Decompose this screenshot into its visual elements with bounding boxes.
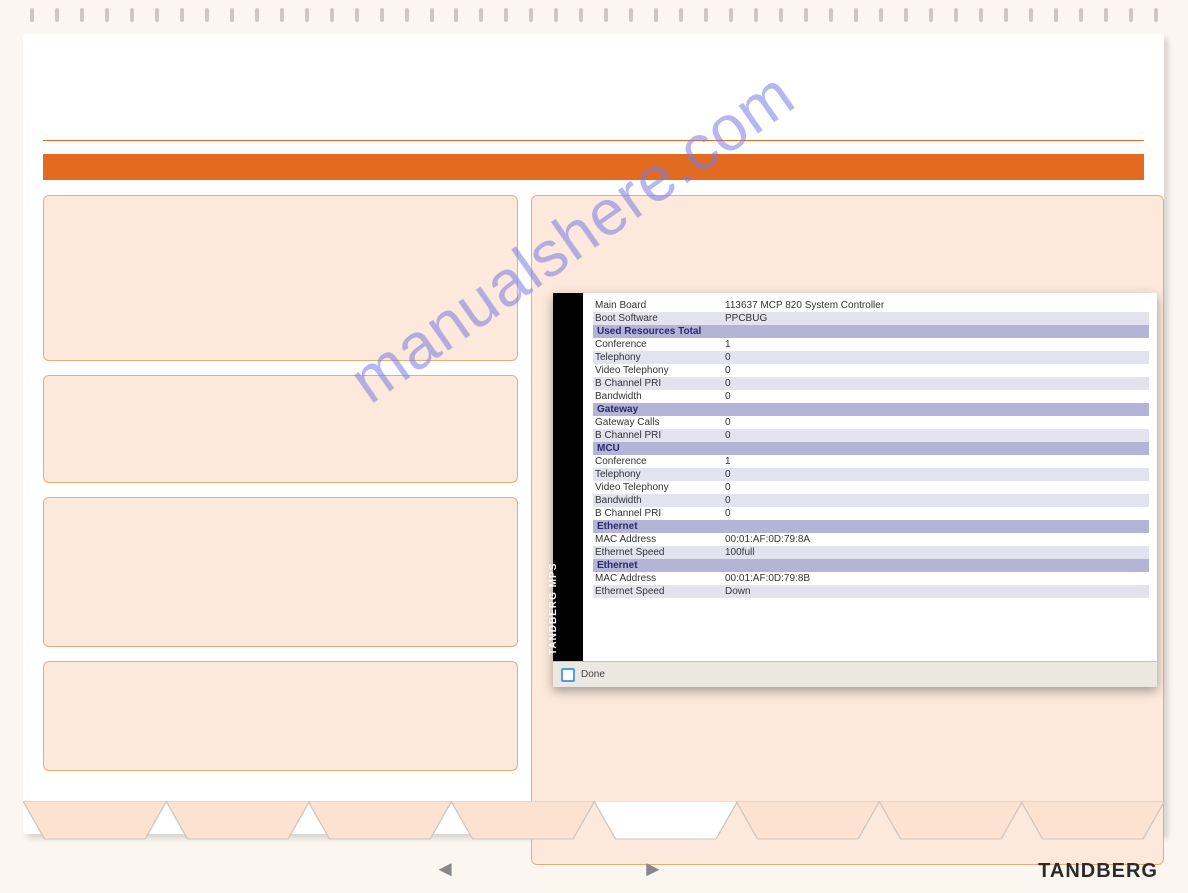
stat-value: 0 bbox=[723, 429, 1149, 442]
bottom-tab[interactable] bbox=[23, 801, 167, 841]
nav-arrows[interactable]: ◄ ► bbox=[0, 856, 1188, 882]
table-row: Ethernet bbox=[593, 559, 1149, 572]
table-row: Conference1 bbox=[593, 338, 1149, 351]
table-row: Gateway Calls0 bbox=[593, 416, 1149, 429]
stat-label: Conference bbox=[593, 455, 723, 468]
info-box-4 bbox=[43, 661, 518, 771]
stat-label: Main Board bbox=[593, 299, 723, 312]
bottom-tab[interactable] bbox=[879, 801, 1023, 841]
stat-label: Boot Software bbox=[593, 312, 723, 325]
stat-value: 100full bbox=[723, 546, 1149, 559]
status-done-text: Done bbox=[581, 669, 605, 680]
table-row: MAC Address00:01:AF:0D:79:8A bbox=[593, 533, 1149, 546]
table-row: Conference1 bbox=[593, 455, 1149, 468]
stat-value: PPCBUG bbox=[723, 312, 1149, 325]
stat-value: 0 bbox=[723, 390, 1149, 403]
stat-label: MAC Address bbox=[593, 533, 723, 546]
table-row: Video Telephony0 bbox=[593, 364, 1149, 377]
info-box-1 bbox=[43, 195, 518, 361]
table-row: Ethernet bbox=[593, 520, 1149, 533]
stat-value: 1 bbox=[723, 455, 1149, 468]
section-header: Ethernet bbox=[593, 520, 1149, 533]
table-row: Telephony0 bbox=[593, 351, 1149, 364]
header-divider bbox=[43, 140, 1144, 141]
status-window: TANDBERG MPS Main Board113637 MCP 820 Sy… bbox=[553, 293, 1157, 687]
table-row: Used Resources Total bbox=[593, 325, 1149, 338]
table-row: Video Telephony0 bbox=[593, 481, 1149, 494]
page-icon bbox=[561, 668, 575, 682]
spiral-binding bbox=[30, 8, 1158, 26]
bottom-tab[interactable] bbox=[594, 801, 738, 841]
stat-value: 00:01:AF:0D:79:8B bbox=[723, 572, 1149, 585]
stat-value: 0 bbox=[723, 364, 1149, 377]
bottom-tab[interactable] bbox=[1021, 801, 1165, 841]
stat-label: Gateway Calls bbox=[593, 416, 723, 429]
status-sidebar: TANDBERG MPS bbox=[553, 293, 583, 661]
table-row: B Channel PRI0 bbox=[593, 377, 1149, 390]
stat-value: 0 bbox=[723, 351, 1149, 364]
table-row: MCU bbox=[593, 442, 1149, 455]
stat-value: 0 bbox=[723, 468, 1149, 481]
browser-status-bar: Done bbox=[553, 661, 1157, 687]
stat-label: B Channel PRI bbox=[593, 377, 723, 390]
table-row: Telephony0 bbox=[593, 468, 1149, 481]
bottom-tab[interactable] bbox=[451, 801, 595, 841]
stat-label: Ethernet Speed bbox=[593, 546, 723, 559]
info-box-3 bbox=[43, 497, 518, 647]
stat-label: B Channel PRI bbox=[593, 507, 723, 520]
table-row: MAC Address00:01:AF:0D:79:8B bbox=[593, 572, 1149, 585]
stat-value: 0 bbox=[723, 507, 1149, 520]
stat-value: Down bbox=[723, 585, 1149, 598]
left-column bbox=[43, 195, 518, 785]
stat-label: Bandwidth bbox=[593, 494, 723, 507]
stat-value: 0 bbox=[723, 481, 1149, 494]
stat-label: Conference bbox=[593, 338, 723, 351]
stat-value: 0 bbox=[723, 494, 1149, 507]
section-header: Gateway bbox=[593, 403, 1149, 416]
stat-label: Video Telephony bbox=[593, 364, 723, 377]
section-title-bar bbox=[43, 154, 1144, 180]
table-row: Ethernet SpeedDown bbox=[593, 585, 1149, 598]
info-box-2 bbox=[43, 375, 518, 483]
bottom-tab[interactable] bbox=[166, 801, 310, 841]
stat-label: Video Telephony bbox=[593, 481, 723, 494]
bottom-tab[interactable] bbox=[308, 801, 452, 841]
stat-label: B Channel PRI bbox=[593, 429, 723, 442]
section-header: MCU bbox=[593, 442, 1149, 455]
bottom-tab[interactable] bbox=[736, 801, 880, 841]
table-row: Ethernet Speed100full bbox=[593, 546, 1149, 559]
table-row: B Channel PRI0 bbox=[593, 507, 1149, 520]
section-header: Ethernet bbox=[593, 559, 1149, 572]
page-tabs bbox=[23, 801, 1164, 841]
stat-value: 0 bbox=[723, 416, 1149, 429]
section-header: Used Resources Total bbox=[593, 325, 1149, 338]
table-row: Bandwidth0 bbox=[593, 494, 1149, 507]
sidebar-brand-text: TANDBERG MPS bbox=[548, 563, 559, 655]
stat-value: 1 bbox=[723, 338, 1149, 351]
stat-value: 113637 MCP 820 System Controller bbox=[723, 299, 1149, 312]
brand-logo: TANDBERG bbox=[1038, 860, 1158, 883]
status-table: Main Board113637 MCP 820 System Controll… bbox=[593, 299, 1149, 598]
stat-label: Bandwidth bbox=[593, 390, 723, 403]
stat-value: 00:01:AF:0D:79:8A bbox=[723, 533, 1149, 546]
table-row: Gateway bbox=[593, 403, 1149, 416]
stat-label: Ethernet Speed bbox=[593, 585, 723, 598]
stat-label: Telephony bbox=[593, 468, 723, 481]
status-body: Main Board113637 MCP 820 System Controll… bbox=[583, 293, 1153, 661]
table-row: Bandwidth0 bbox=[593, 390, 1149, 403]
stat-label: MAC Address bbox=[593, 572, 723, 585]
stat-label: Telephony bbox=[593, 351, 723, 364]
table-row: B Channel PRI0 bbox=[593, 429, 1149, 442]
stat-value: 0 bbox=[723, 377, 1149, 390]
table-row: Boot SoftwarePPCBUG bbox=[593, 312, 1149, 325]
table-row: Main Board113637 MCP 820 System Controll… bbox=[593, 299, 1149, 312]
